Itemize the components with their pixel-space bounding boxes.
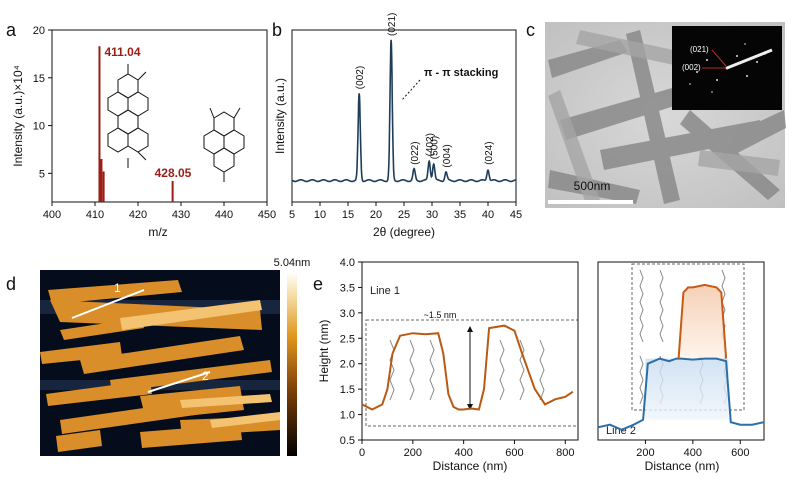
x-tick-label: 410: [86, 209, 104, 221]
x-tick-label: 5: [289, 209, 295, 221]
chart-b-ylabel: Intensity (a.u.): [273, 78, 287, 154]
x-tick-label: 450: [258, 209, 276, 221]
chart-b-frame: [291, 29, 517, 203]
molecule-structure-2: [203, 107, 245, 182]
x-tick-label: 35: [454, 209, 466, 221]
xrd-chart: 2θ (degree) Intensity (a.u.) π - π stack…: [273, 13, 522, 239]
chart-b-xlabel: 2θ (degree): [373, 225, 435, 239]
height-profile-line1-chart: Distance (nm) Height (nm) Line 1 ~1.5 nm…: [317, 257, 579, 473]
peak-index-label: (402): [425, 133, 436, 156]
x-tick-label: 400: [454, 447, 472, 459]
scale-bar: [548, 200, 633, 204]
y-tick-label: 20: [33, 25, 45, 37]
y-tick-label: 2.0: [340, 359, 355, 371]
lower-layer-fill: [645, 358, 729, 420]
peak-index-label: (004): [442, 144, 453, 167]
x-tick-label: 430: [172, 209, 190, 221]
x-tick-label: 25: [398, 209, 410, 221]
scale-bar-label: 500nm: [574, 179, 611, 193]
x-tick-label: 15: [342, 209, 354, 221]
peak-label: 428.05: [155, 166, 192, 180]
chart-e1-xlabel: Distance (nm): [433, 459, 508, 473]
y-tick-label: 3.5: [340, 282, 355, 294]
y-tick-label: 0.5: [340, 435, 355, 447]
inset-label-021: (021): [690, 45, 709, 54]
afm-image: 1 2 5.04nm: [40, 257, 310, 456]
panel-label-a: a: [6, 20, 17, 40]
x-tick-label: 200: [636, 447, 654, 459]
x-tick-label: 200: [404, 447, 422, 459]
x-tick-label: 30: [426, 209, 438, 221]
colorbar-max-label: 5.04nm: [274, 257, 311, 269]
panel-label-e: e: [313, 274, 323, 294]
y-tick-label: 1.0: [340, 410, 355, 422]
chart-e2-frame: [597, 261, 765, 441]
x-tick-label: 400: [684, 447, 702, 459]
line-2-legend: Line 2: [606, 425, 636, 437]
tem-image: 500nm (021) (002): [545, 22, 786, 208]
x-tick-label: 400: [43, 209, 61, 221]
afm-line-1: [71, 289, 145, 319]
y-tick-label: 15: [33, 73, 45, 85]
x-tick-label: 45: [510, 209, 522, 221]
pi-stacking-arrow: [401, 79, 421, 101]
mass-spectrum-chart: m/z Intensity (a.u.)×10⁴ 400 410 420 430 440…: [11, 25, 276, 239]
height-profile-line2-chart: Distance (nm) Line 2 200 400 600: [597, 261, 765, 473]
molecule-structure-1: [107, 64, 149, 168]
pi-stacking-annotation: π - π stacking: [424, 67, 498, 79]
x-tick-label: 40: [482, 209, 494, 221]
x-tick-label: 600: [505, 447, 523, 459]
panel-label-c: c: [526, 20, 535, 40]
schematic-frame-1: [365, 319, 579, 427]
afm-line-2: [147, 371, 211, 393]
x-tick-label: 800: [556, 447, 574, 459]
x-tick-label: 440: [215, 209, 233, 221]
y-tick-label: 3.0: [340, 308, 355, 320]
line-1-legend: Line 1: [370, 285, 400, 297]
peak-index-label: (022): [410, 141, 421, 164]
upper-layer-fill: [678, 284, 727, 359]
chart-e2-xlabel: Distance (nm): [645, 459, 720, 473]
chart-e1-ylabel: Height (nm): [317, 320, 331, 383]
x-tick-label: 0: [359, 447, 365, 459]
peak-index-label: (021): [387, 13, 398, 36]
height-profile-overlay: [677, 283, 728, 359]
peak-index-label: (500): [430, 136, 441, 159]
inset-label-002: (002): [682, 63, 701, 72]
xrd-curve: [291, 39, 516, 183]
peak-index-label: (002): [355, 66, 366, 89]
y-tick-label: 2.5: [340, 333, 355, 345]
x-tick-label: 420: [129, 209, 147, 221]
y-tick-label: 4.0: [340, 257, 355, 269]
chart-e1-frame: [361, 261, 579, 441]
chart-a-xlabel: m/z: [148, 225, 167, 239]
x-tick-label: 20: [370, 209, 382, 221]
chart-a-ylabel: Intensity (a.u.)×10⁴: [11, 65, 25, 167]
y-tick-label: 5: [39, 168, 45, 180]
height-profile-line-1: [361, 324, 574, 411]
height-annotation: ~1.5 nm: [424, 310, 457, 320]
chart-a-frame: [51, 29, 268, 203]
afm-line-1-label: 1: [114, 281, 121, 295]
x-tick-label: 600: [731, 447, 749, 459]
peak-label: 411.04: [104, 45, 140, 59]
afm-colorbar: [287, 272, 297, 456]
panel-label-b: b: [272, 20, 282, 40]
x-tick-label: 10: [314, 209, 326, 221]
panel-label-d: d: [6, 274, 16, 294]
beam-stopper: [726, 48, 773, 70]
afm-line-2-label: 2: [202, 369, 209, 383]
y-tick-label: 1.5: [340, 384, 355, 396]
schematic-frame-2: [631, 263, 745, 411]
y-tick-label: 10: [33, 121, 45, 133]
peak-index-label: (024): [484, 141, 495, 164]
